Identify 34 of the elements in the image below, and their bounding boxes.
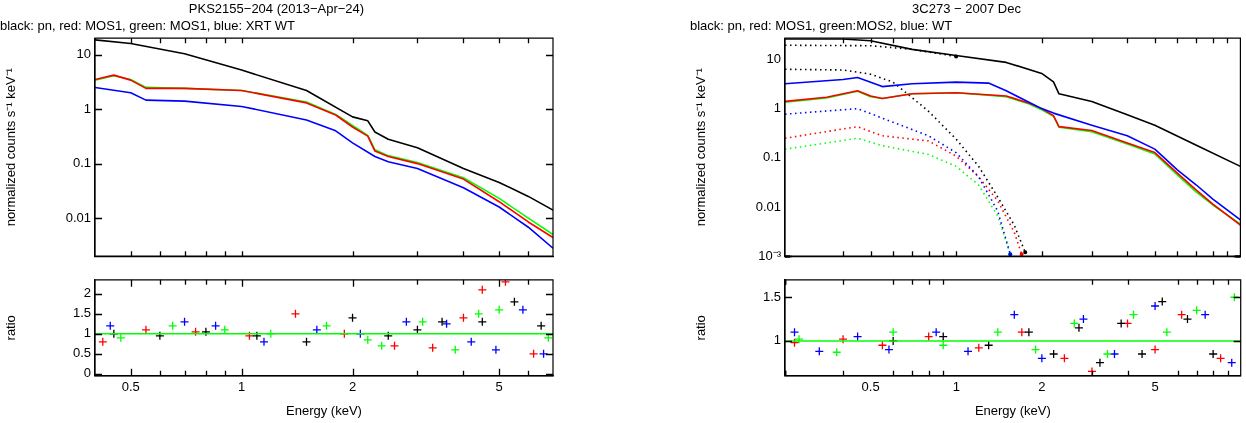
y-tick-label: 0 — [83, 365, 91, 381]
y-tick-label: 10⁻³ — [758, 247, 782, 263]
y-tick-label: 1 — [83, 100, 91, 116]
x-tick-label: 2 — [1038, 379, 1046, 395]
y-tick-label: 0.01 — [65, 209, 91, 225]
chart-subtitle: black: pn, red: MOS1, green:MOS2, blue: WT — [690, 17, 953, 33]
y-axis-title: normalized counts s⁻¹ keV⁻¹ — [693, 67, 709, 227]
x-axis-title: Energy (keV) — [974, 402, 1051, 418]
chart-subtitle: black: pn, red: MOS1, green: MOS1, blue: XRT WT — [0, 17, 296, 33]
y-axis-title: ratio — [3, 315, 19, 341]
y-tick-label: 0.1 — [762, 149, 781, 165]
x-tick-label: 1 — [238, 379, 246, 395]
y-tick-label: 1 — [773, 332, 781, 348]
y-tick-label: 1 — [773, 100, 781, 116]
y-axis-title: ratio — [693, 315, 709, 341]
y-tick-label: 1.5 — [72, 305, 91, 321]
chart-title: PKS2155−204 (2013−Apr−24) — [188, 1, 365, 17]
x-tick-label: 5 — [1151, 379, 1159, 395]
chart-title: 3C273 − 2007 Dec — [912, 1, 1022, 17]
y-tick-label: 0.01 — [755, 198, 781, 214]
y-tick-label: 2 — [83, 285, 91, 301]
y-axis-title: normalized counts s⁻¹ keV⁻¹ — [3, 67, 19, 227]
x-tick-label: 0.5 — [861, 379, 880, 395]
x-axis-title: Energy (keV) — [286, 402, 362, 418]
y-tick-label: 1.5 — [762, 288, 781, 304]
x-tick-label: 2 — [348, 379, 357, 395]
y-tick-label: 10 — [76, 46, 91, 62]
x-tick-label: 0.5 — [121, 379, 140, 395]
y-tick-label: 10 — [766, 51, 781, 66]
y-tick-label: 0.1 — [72, 155, 91, 171]
y-tick-label: 1 — [83, 325, 91, 341]
y-tick-label: 0.5 — [72, 345, 91, 361]
x-tick-label: 1 — [952, 379, 960, 395]
x-tick-label: 5 — [495, 379, 503, 395]
